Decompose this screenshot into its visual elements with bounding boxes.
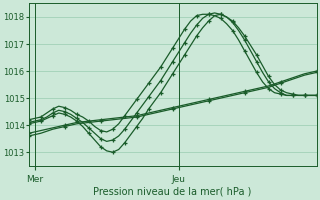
X-axis label: Pression niveau de la mer( hPa ): Pression niveau de la mer( hPa ) (93, 187, 252, 197)
